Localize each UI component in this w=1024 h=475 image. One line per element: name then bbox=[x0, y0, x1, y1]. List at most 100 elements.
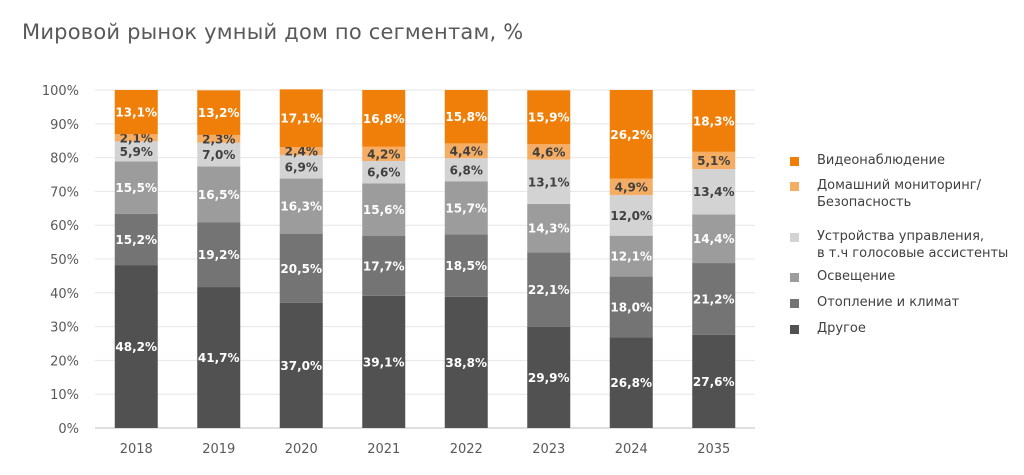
legend-label: Домашний мониторинг/ Безопасность bbox=[817, 178, 981, 210]
legend-label: Видеонаблюдение bbox=[817, 153, 945, 168]
data-label: 29,9% bbox=[528, 371, 570, 385]
x-tick-label: 2023 bbox=[532, 442, 565, 457]
legend-swatch bbox=[790, 325, 799, 334]
undefined bbox=[362, 146, 406, 161]
data-label: 18,0% bbox=[610, 300, 652, 314]
legend-swatch bbox=[790, 157, 799, 166]
data-label: 4,9% bbox=[615, 180, 648, 194]
data-label: 14,4% bbox=[693, 232, 735, 246]
data-label: 4,4% bbox=[450, 144, 483, 158]
x-tick-label: 2024 bbox=[615, 442, 648, 457]
undefined bbox=[279, 302, 323, 428]
data-label: 15,7% bbox=[445, 201, 487, 215]
data-label: 15,6% bbox=[363, 203, 405, 217]
undefined bbox=[114, 90, 158, 135]
legend-item: Видеонаблюдение bbox=[790, 152, 1017, 169]
undefined bbox=[692, 90, 736, 152]
undefined bbox=[362, 160, 406, 184]
undefined bbox=[197, 90, 241, 135]
data-label: 38,8% bbox=[445, 356, 487, 370]
data-label: 37,0% bbox=[280, 359, 322, 373]
data-label: 15,5% bbox=[115, 181, 157, 195]
undefined bbox=[609, 178, 653, 196]
undefined bbox=[362, 236, 406, 296]
undefined bbox=[527, 90, 571, 145]
data-label: 2,1% bbox=[120, 131, 153, 145]
y-tick-label: 50% bbox=[50, 253, 79, 268]
undefined bbox=[279, 89, 323, 148]
data-label: 18,3% bbox=[693, 114, 735, 128]
data-label: 13,4% bbox=[693, 185, 735, 199]
undefined bbox=[444, 181, 488, 235]
data-label: 5,1% bbox=[697, 154, 730, 168]
data-label: 18,5% bbox=[445, 259, 487, 273]
x-tick-label: 2019 bbox=[202, 442, 235, 457]
undefined bbox=[197, 166, 241, 223]
data-label: 17,1% bbox=[280, 112, 322, 126]
undefined bbox=[444, 296, 488, 428]
data-label: 13,2% bbox=[198, 106, 240, 120]
legend-label: Отопление и климат bbox=[817, 295, 960, 310]
undefined bbox=[527, 203, 571, 253]
data-label: 15,8% bbox=[445, 110, 487, 124]
y-tick-label: 20% bbox=[50, 354, 79, 369]
data-label: 4,2% bbox=[367, 147, 400, 161]
data-label: 39,1% bbox=[363, 355, 405, 369]
undefined bbox=[527, 252, 571, 327]
undefined bbox=[197, 287, 241, 428]
data-label: 17,7% bbox=[363, 259, 405, 273]
data-label: 16,3% bbox=[280, 200, 322, 214]
data-label: 22,1% bbox=[528, 283, 570, 297]
legend-swatch bbox=[790, 182, 799, 191]
data-label: 21,2% bbox=[693, 292, 735, 306]
data-label: 20,5% bbox=[280, 262, 322, 276]
legend-item: Освещение bbox=[790, 268, 1017, 285]
data-label: 19,2% bbox=[198, 248, 240, 262]
data-label: 16,5% bbox=[198, 188, 240, 202]
data-label: 12,1% bbox=[610, 250, 652, 264]
x-tick-label: 2022 bbox=[450, 442, 483, 457]
legend-item: Отопление и климат bbox=[790, 294, 1017, 311]
undefined bbox=[609, 195, 653, 236]
undefined bbox=[114, 265, 158, 428]
undefined bbox=[692, 263, 736, 335]
chart-title: Мировой рынок умный дом по сегментам, % bbox=[22, 20, 524, 44]
undefined bbox=[609, 90, 653, 179]
x-tick-label: 2020 bbox=[285, 442, 318, 457]
undefined bbox=[114, 134, 158, 142]
undefined bbox=[444, 158, 488, 182]
x-tick-label: 2021 bbox=[367, 442, 400, 457]
undefined bbox=[362, 183, 406, 237]
data-label: 27,6% bbox=[693, 375, 735, 389]
data-label: 6,9% bbox=[285, 160, 318, 174]
legend-label: Освещение bbox=[817, 269, 896, 284]
data-label: 26,8% bbox=[610, 376, 652, 390]
undefined bbox=[279, 233, 323, 303]
y-tick-label: 70% bbox=[50, 185, 79, 200]
undefined bbox=[444, 90, 488, 144]
undefined bbox=[692, 334, 736, 428]
data-label: 6,8% bbox=[450, 163, 483, 177]
y-tick-label: 90% bbox=[50, 118, 79, 133]
y-tick-label: 40% bbox=[50, 287, 79, 302]
data-label: 13,1% bbox=[115, 106, 157, 120]
undefined bbox=[609, 337, 653, 428]
legend-item: Устройства управления, в т.ч голосовые а… bbox=[790, 228, 1017, 262]
undefined bbox=[692, 214, 736, 264]
undefined bbox=[444, 234, 488, 297]
legend-label: Устройства управления, в т.ч голосовые а… bbox=[817, 229, 1009, 261]
undefined bbox=[197, 142, 241, 167]
undefined bbox=[114, 161, 158, 214]
data-label: 14,3% bbox=[528, 222, 570, 236]
undefined bbox=[692, 169, 736, 215]
y-tick-label: 0% bbox=[58, 422, 79, 437]
legend-label: Другое bbox=[817, 321, 866, 336]
legend-item: Другое bbox=[790, 320, 1017, 337]
y-tick-label: 30% bbox=[50, 321, 79, 336]
legend-swatch bbox=[790, 299, 799, 308]
undefined bbox=[527, 144, 571, 160]
y-tick-label: 80% bbox=[50, 152, 79, 167]
x-tick-label: 2018 bbox=[120, 442, 153, 457]
undefined bbox=[692, 151, 736, 170]
